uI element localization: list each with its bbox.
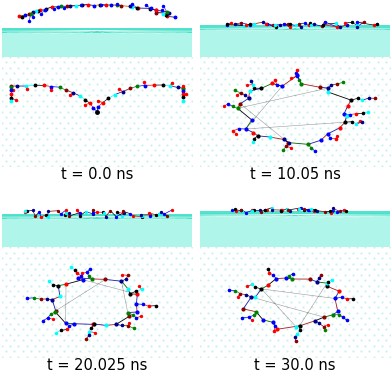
Text: t = 30.0 ns: t = 30.0 ns — [254, 357, 336, 372]
Bar — [200, 211, 390, 216]
Bar — [2, 214, 192, 219]
Bar — [2, 28, 192, 32]
Bar — [2, 192, 192, 215]
Bar — [200, 26, 390, 57]
Text: t = 10.05 ns: t = 10.05 ns — [250, 167, 340, 182]
Bar — [2, 215, 192, 247]
Bar — [200, 213, 390, 247]
Bar — [2, 2, 192, 29]
Text: t = 20.025 ns: t = 20.025 ns — [47, 357, 147, 372]
Bar — [2, 29, 192, 57]
Bar — [200, 25, 390, 30]
Text: t = 0.0 ns: t = 0.0 ns — [61, 167, 133, 182]
Bar — [200, 192, 390, 213]
Bar — [200, 2, 390, 26]
